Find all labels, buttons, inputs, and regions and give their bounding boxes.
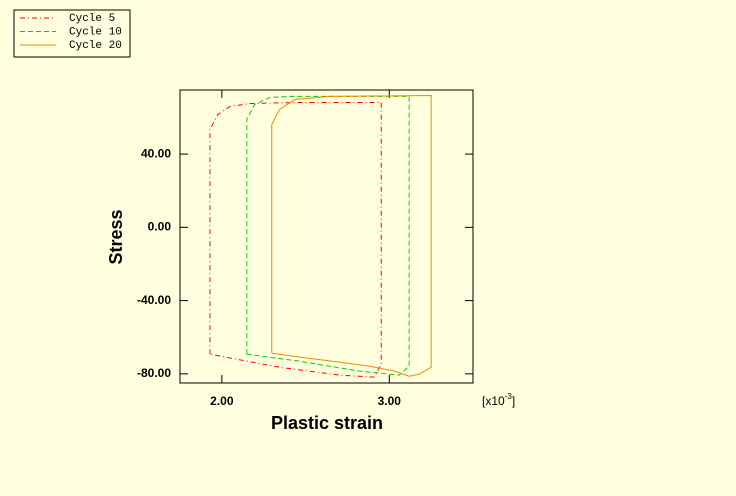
x-axis-label: Plastic strain <box>271 413 383 433</box>
x-scale-exponent: -3 <box>505 392 513 401</box>
y-tick-label: -40.00 <box>137 293 171 307</box>
legend-label: Cycle 5 <box>69 13 115 25</box>
x-scale: [x10-3] <box>482 392 515 408</box>
x-scale-close: ] <box>512 394 515 408</box>
series-line <box>271 94 432 377</box>
legend-label: Cycle 10 <box>69 26 122 38</box>
x-tick-label: 3.00 <box>378 394 402 408</box>
series-line <box>209 101 382 378</box>
x-tick-label: 2.00 <box>210 394 234 408</box>
x-scale-base: [x10 <box>482 394 505 408</box>
y-axis-label: Stress <box>106 209 126 264</box>
series-line <box>246 95 410 376</box>
y-tick-label: -80.00 <box>137 366 171 380</box>
plot-frame <box>179 89 474 384</box>
y-tick-label: 0.00 <box>148 220 172 234</box>
legend-box <box>13 9 131 58</box>
legend-label: Cycle 20 <box>69 40 122 52</box>
y-tick-label: 40.00 <box>141 146 171 160</box>
